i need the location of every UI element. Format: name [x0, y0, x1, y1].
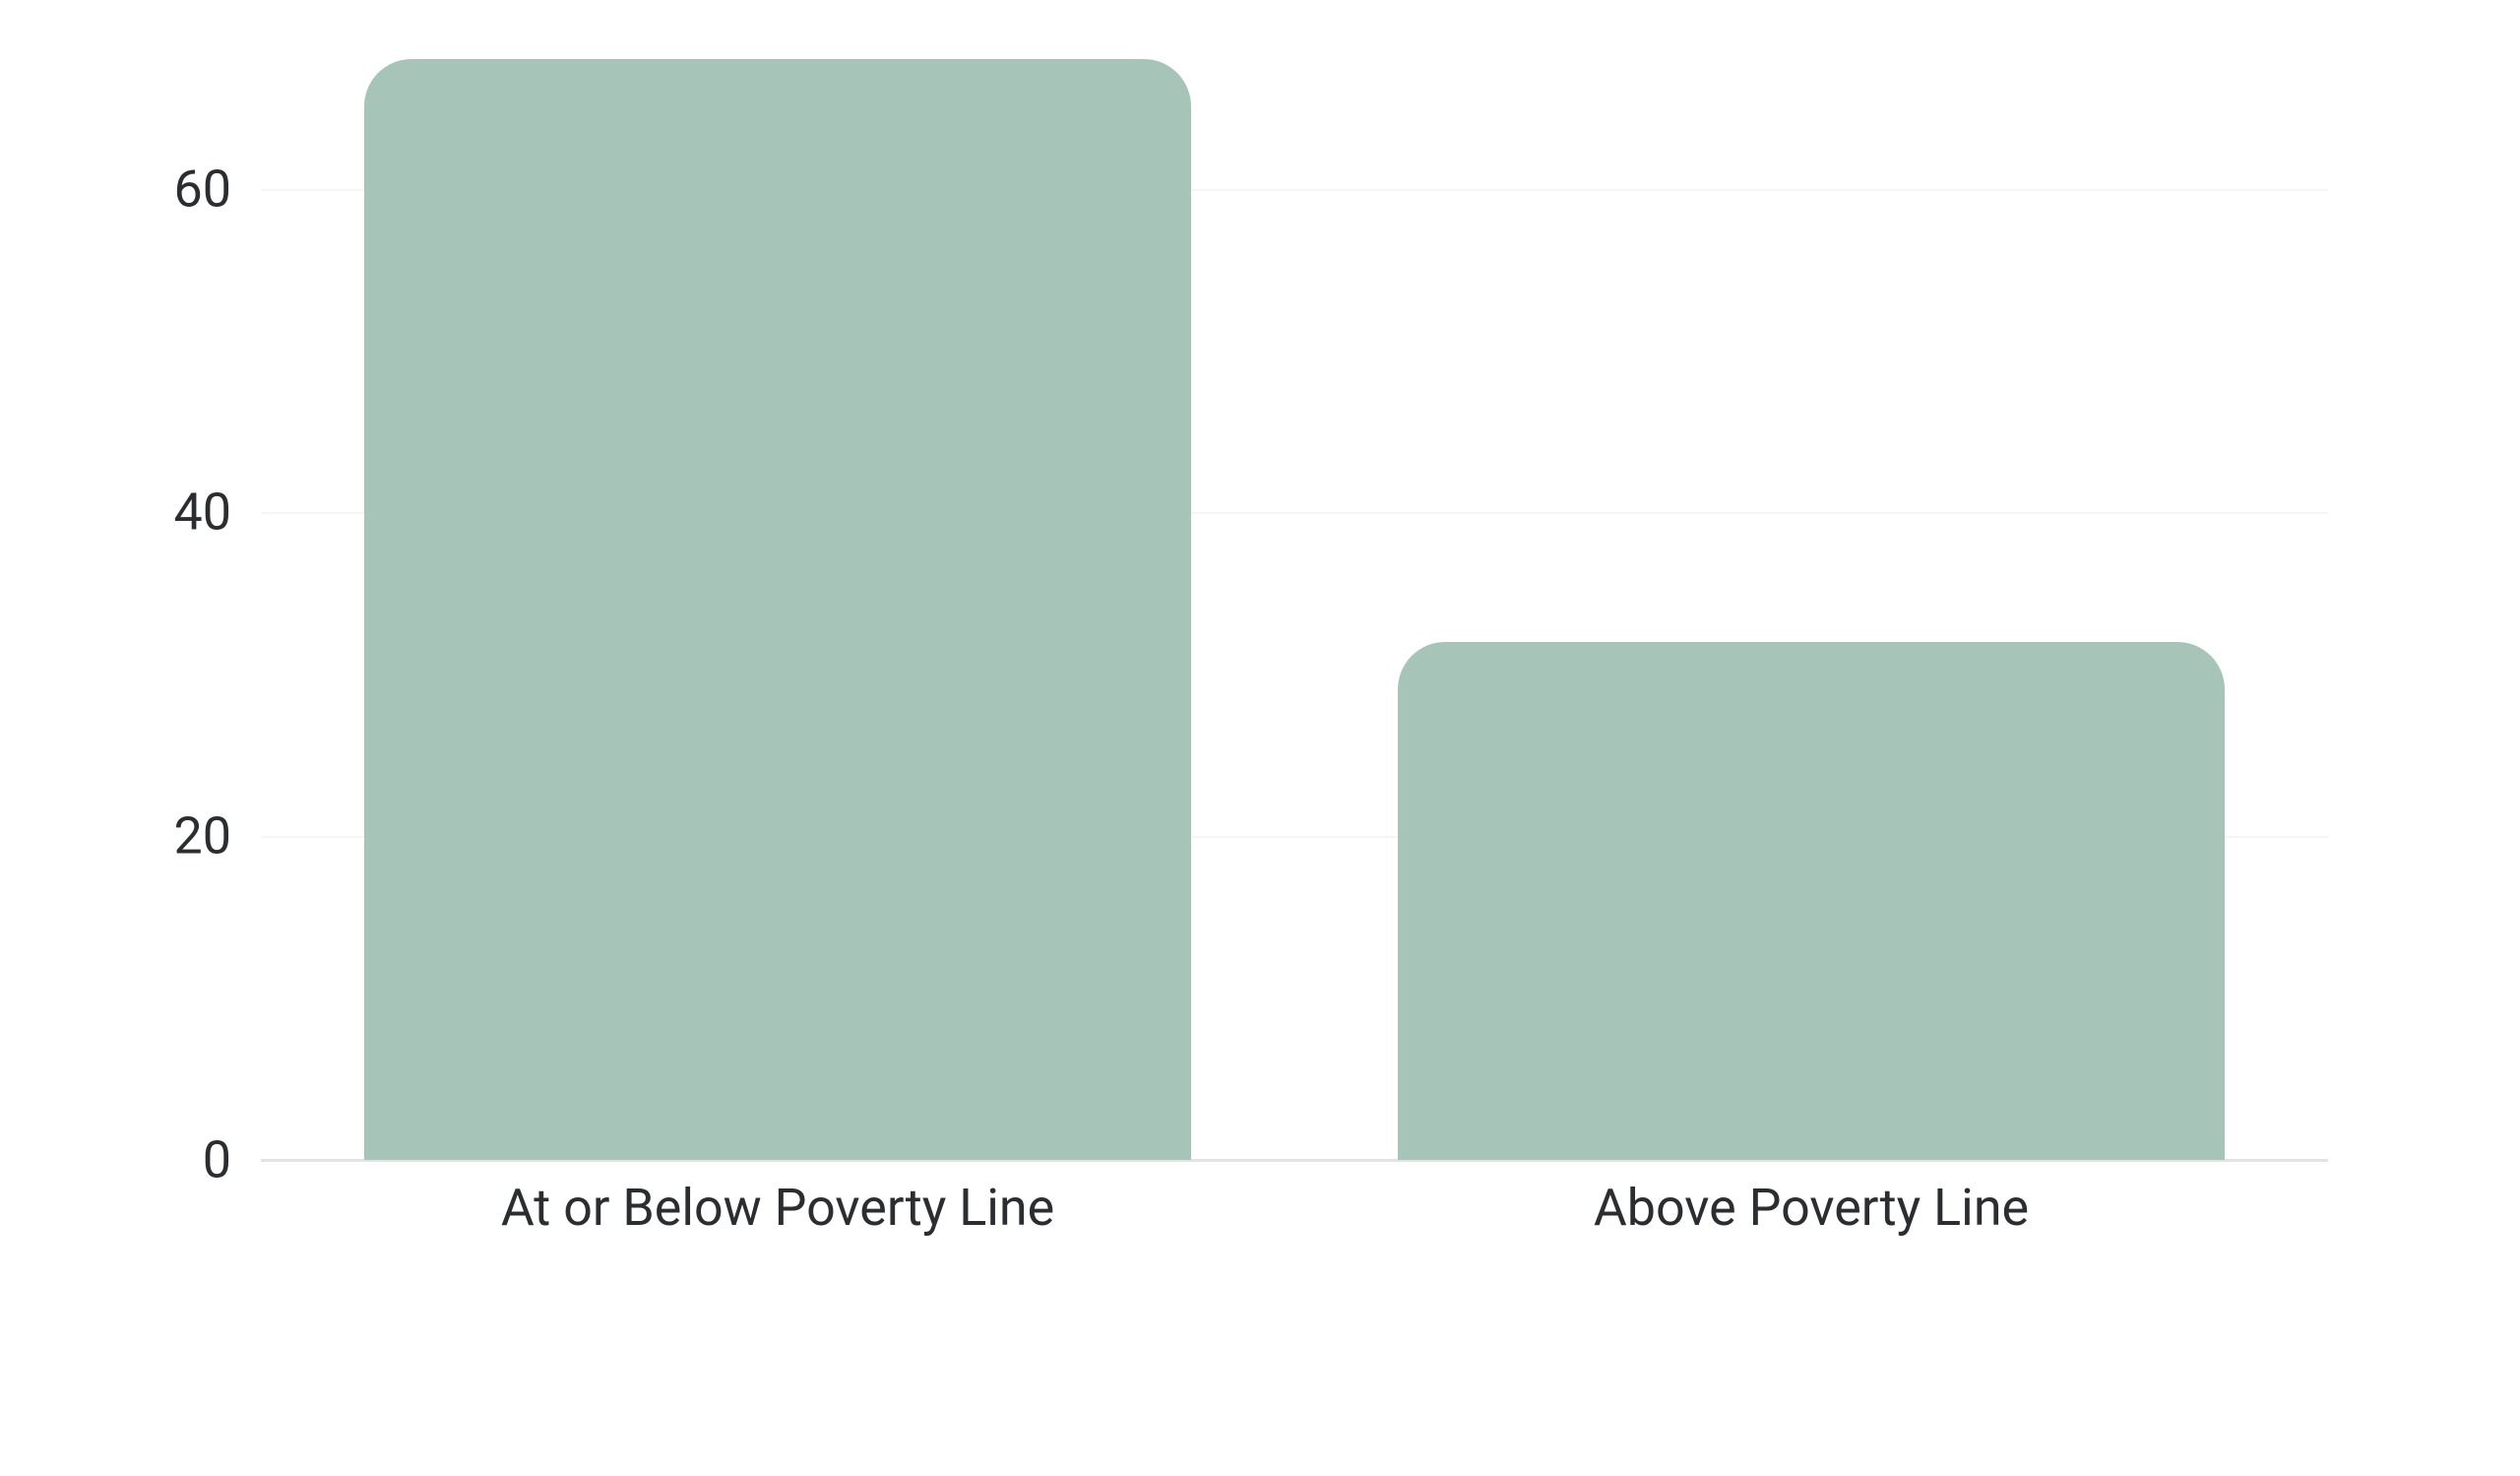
x-tick-label: Above Poverty Line: [1594, 1178, 2029, 1238]
bar: [364, 59, 1191, 1160]
bar-chart: 0 20 40 60 At or Below Poverty Line Above Pov…: [0, 0, 2520, 1476]
y-tick-label: 40: [74, 482, 231, 543]
y-tick-label: 20: [74, 806, 231, 866]
y-tick-label: 60: [74, 159, 231, 219]
x-tick-label: At or Below Poverty Line: [501, 1178, 1054, 1238]
bar: [1398, 642, 2225, 1160]
y-tick-label: 0: [74, 1130, 231, 1190]
plot-area: 0204060At or Below Poverty LineAbove Pov…: [261, 59, 2328, 1160]
